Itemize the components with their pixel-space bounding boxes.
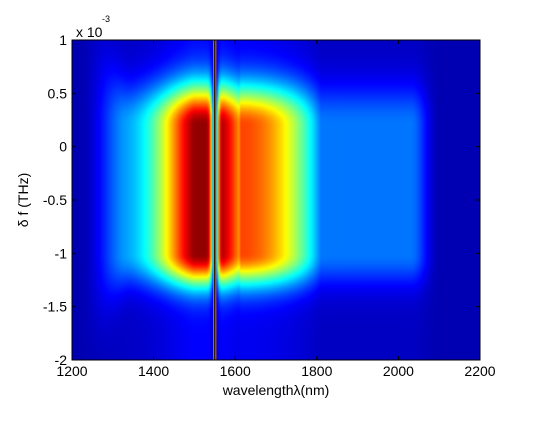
y-tick-label: -0.5 (43, 192, 67, 208)
x-tick-label: 2000 (383, 363, 414, 379)
x-axis-label: wavelengthλ(nm) (222, 382, 330, 398)
y-tick-label: 0 (59, 139, 67, 155)
y-tick-label: -1 (55, 245, 68, 261)
y-axis-label: δ f (THz) (15, 173, 31, 227)
y-tick-label: 0.5 (48, 85, 68, 101)
x-tick-label: 1400 (138, 363, 169, 379)
x-tick-label: 1200 (56, 363, 87, 379)
y-tick-label: -2 (55, 352, 68, 368)
x-ticks: 1200 1400 1600 1800 2000 2200 (56, 40, 496, 379)
x-tick-label: 2200 (464, 363, 495, 379)
y-tick-label: 1 (59, 32, 67, 48)
y-scale-exponent: -3 (102, 14, 110, 24)
x-tick-label: 1800 (301, 363, 332, 379)
y-tick-label: -1.5 (43, 299, 67, 315)
y-ticks: 1 0.5 0 -0.5 -1 -1.5 -2 (43, 32, 480, 368)
y-scale-multiplier: x 10 (76, 24, 103, 40)
heatmap-image (72, 40, 480, 360)
x-tick-label: 1600 (220, 363, 251, 379)
